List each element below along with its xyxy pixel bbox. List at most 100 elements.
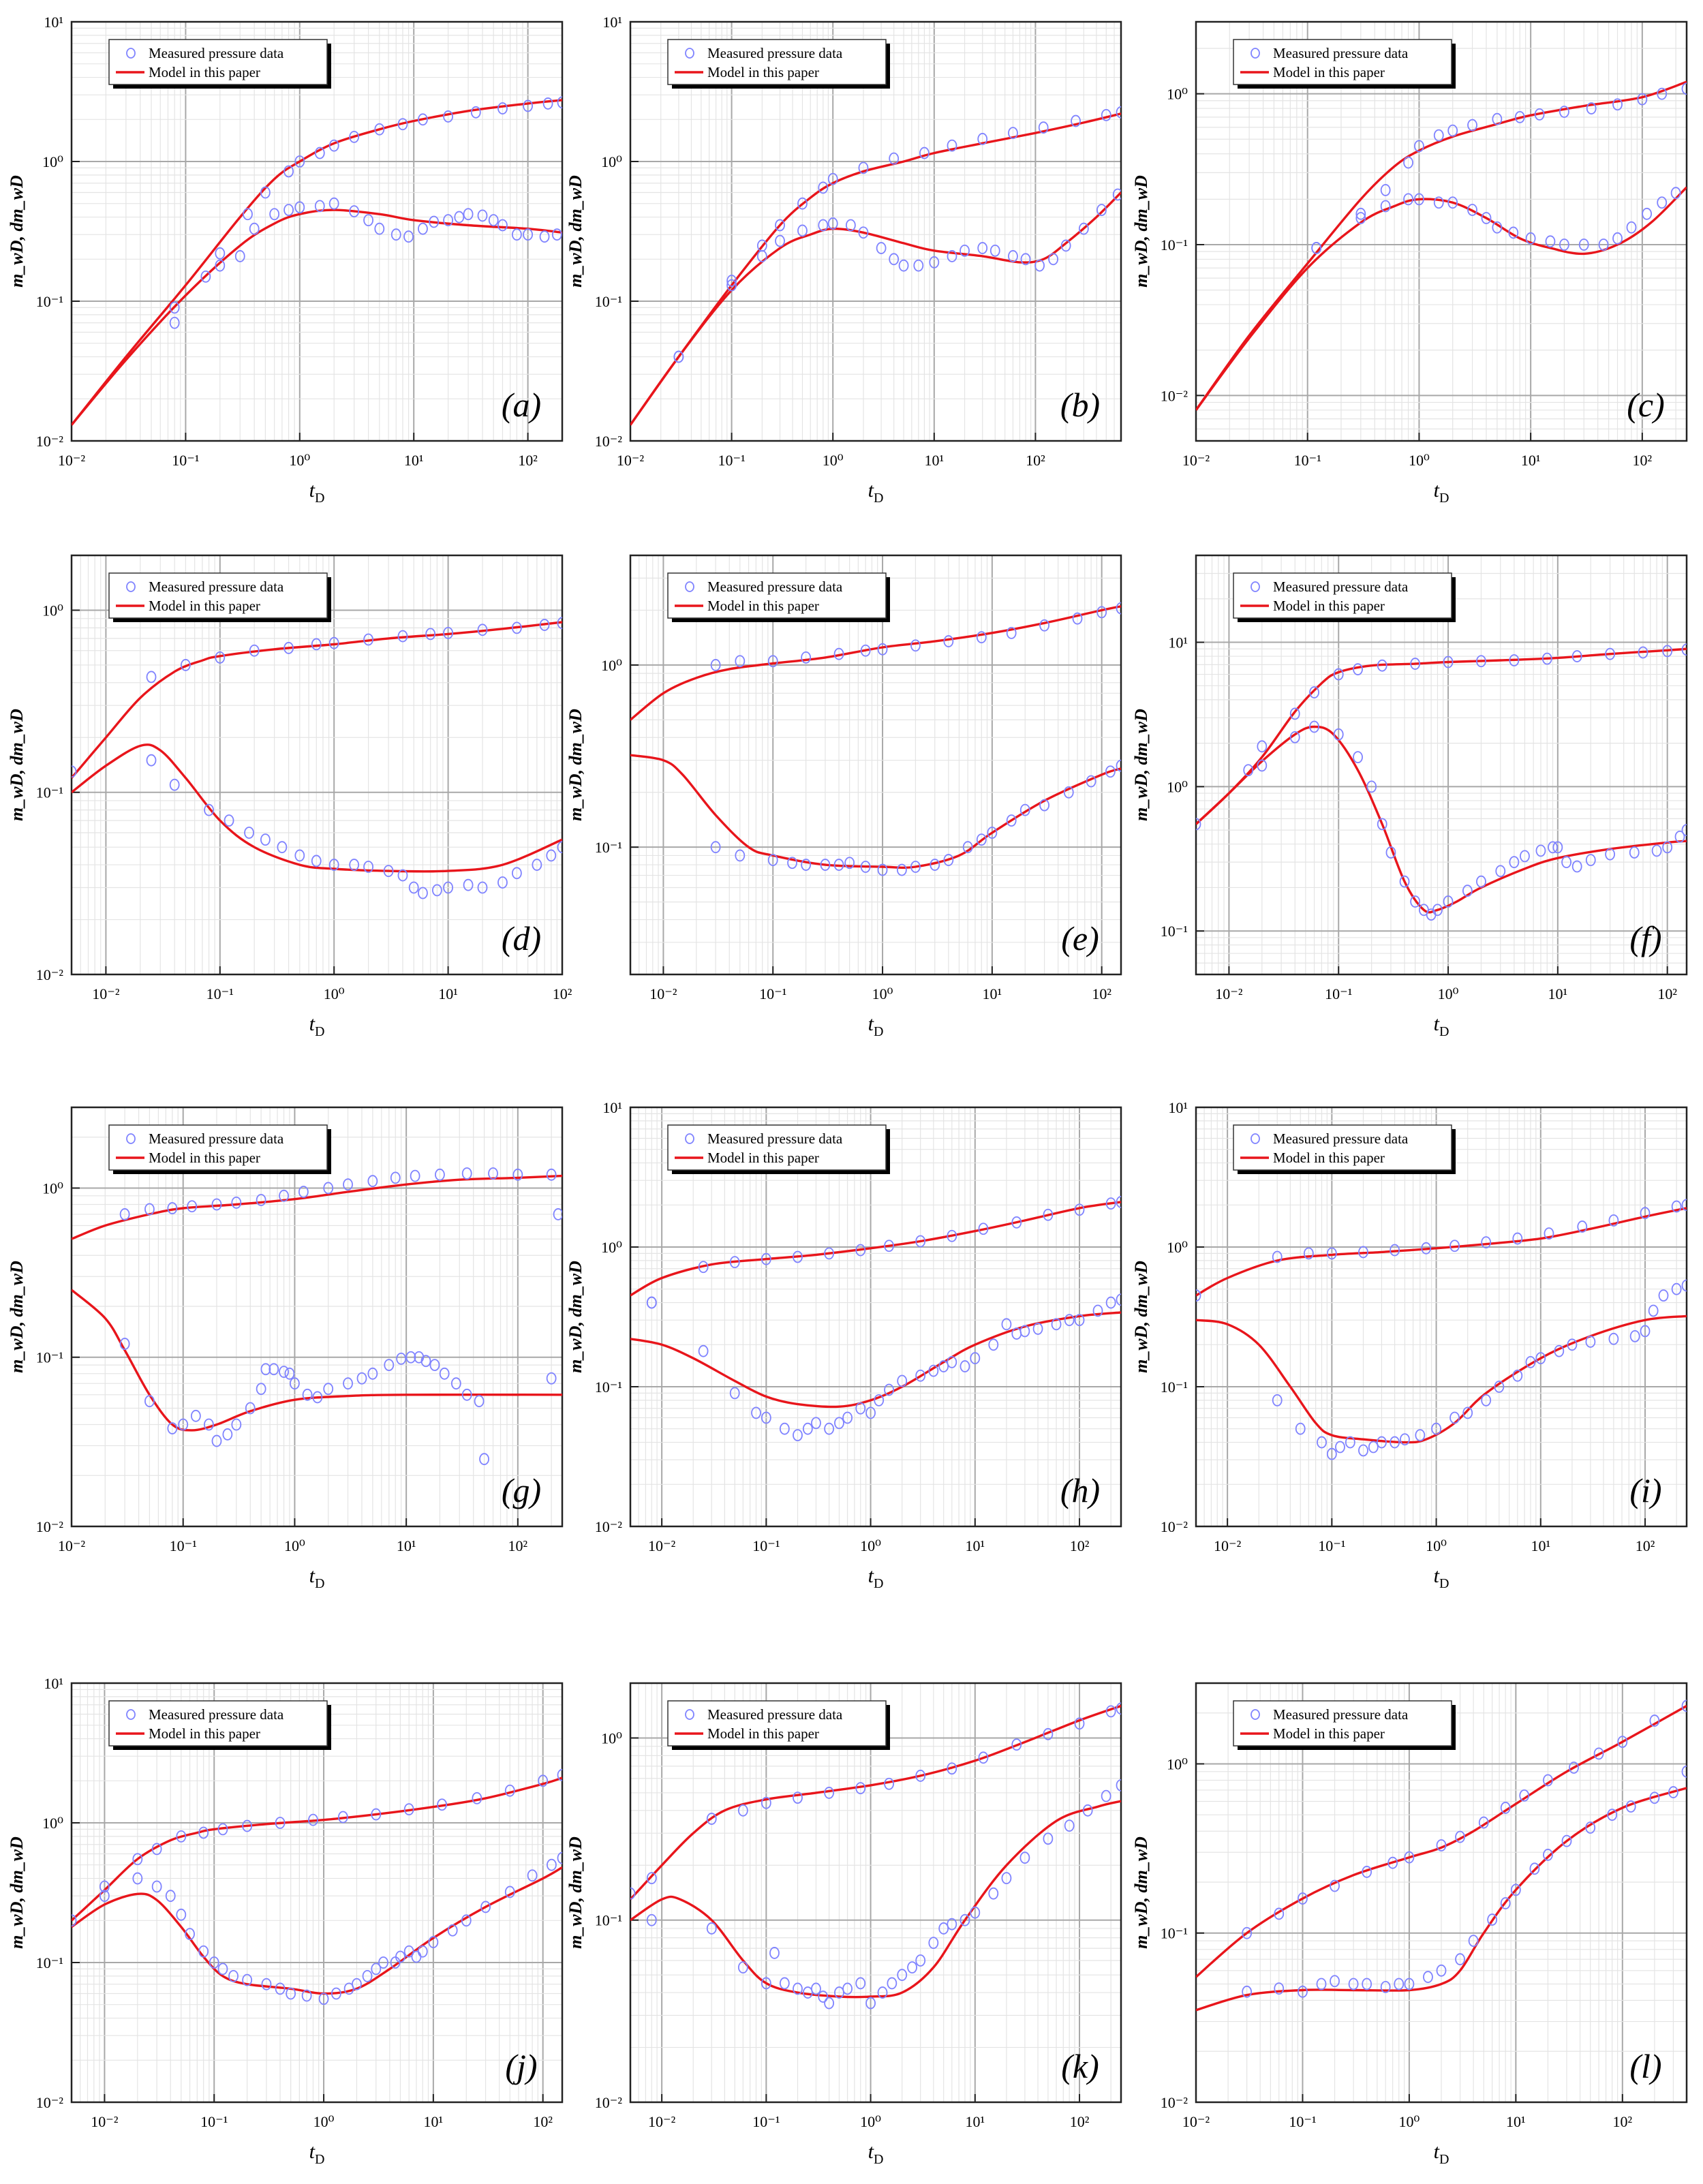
measured-point bbox=[294, 155, 305, 168]
measured-point bbox=[811, 1417, 821, 1430]
legend-measured-marker bbox=[1251, 48, 1260, 59]
measured-point bbox=[546, 1168, 557, 1181]
grid bbox=[630, 1682, 1121, 2103]
measured-point bbox=[706, 1922, 717, 1935]
model-curves bbox=[630, 1201, 1121, 1409]
measured-point bbox=[1043, 1208, 1054, 1221]
legend-measured-marker bbox=[685, 1133, 694, 1144]
measured-point bbox=[1051, 1318, 1062, 1331]
measured-point bbox=[1380, 184, 1391, 196]
measured-point bbox=[1317, 1436, 1327, 1449]
measured-point bbox=[1569, 1762, 1579, 1774]
measured-point bbox=[169, 778, 180, 791]
measured-point bbox=[929, 256, 940, 268]
measured-point bbox=[1681, 1199, 1687, 1212]
measured-point bbox=[418, 222, 428, 235]
y-tick-label: 10⁰ bbox=[42, 1180, 63, 1197]
legend-measured-label: Measured pressure data bbox=[149, 1131, 284, 1147]
measured-point bbox=[1039, 799, 1049, 812]
tick-labels: 10⁻² 10⁻¹ 10⁰ 10¹ 10² 10⁻¹ 10⁰ 10¹ bbox=[1161, 634, 1678, 1002]
legend-measured-marker bbox=[1251, 581, 1260, 592]
y-tick-label: 10¹ bbox=[1168, 1099, 1188, 1116]
y-tick-label: 10¹ bbox=[602, 14, 622, 31]
legend-model-label: Model in this paper bbox=[149, 1725, 260, 1742]
plot-frame bbox=[70, 554, 564, 976]
chart-panel-e: 10⁻² 10⁻¹ 10⁰ 10¹ 10² 10⁻¹ 10⁰ tD m_wD, dm_wD Mea… bbox=[566, 554, 1122, 1039]
measured-point bbox=[294, 849, 305, 862]
measured-point bbox=[1447, 196, 1458, 209]
measured-point bbox=[962, 841, 973, 854]
measured-point bbox=[472, 1792, 482, 1804]
y-tick-label: 10⁻¹ bbox=[595, 293, 622, 310]
measured-point bbox=[1593, 1747, 1604, 1760]
measured-point bbox=[314, 200, 325, 213]
measured-point bbox=[915, 1954, 926, 1967]
panel-label: (j) bbox=[505, 2047, 537, 2085]
measured-point bbox=[439, 1367, 450, 1380]
measured-point bbox=[737, 1804, 748, 1817]
tick-labels: 10⁻² 10⁻¹ 10⁰ 10¹ 10² 10⁻² 10⁻¹ 10⁰ bbox=[36, 602, 572, 1002]
measured-point bbox=[405, 1351, 416, 1364]
model-curve-lower bbox=[1196, 725, 1687, 914]
measured-point bbox=[425, 628, 436, 641]
measured-point bbox=[1116, 1702, 1121, 1715]
measured-point bbox=[1385, 846, 1396, 859]
measured-point bbox=[1512, 1369, 1523, 1382]
legend-measured-marker bbox=[1251, 1709, 1260, 1720]
measured-point bbox=[99, 1880, 110, 1893]
model-curve-lower bbox=[72, 1289, 562, 1432]
x-tick-label: 10⁰ bbox=[289, 452, 310, 469]
measured-point bbox=[328, 636, 339, 649]
legend-box bbox=[667, 1700, 887, 1747]
legend-box bbox=[667, 39, 887, 85]
measured-point bbox=[557, 1851, 562, 1864]
measured-point bbox=[217, 1963, 228, 1975]
legend-model-label: Model in this paper bbox=[707, 64, 819, 80]
x-tick-label: 10⁻² bbox=[648, 1537, 676, 1554]
panel-label: (h) bbox=[1060, 1471, 1100, 1509]
measured-point bbox=[298, 1186, 309, 1198]
x-tick-label: 10¹ bbox=[1521, 452, 1541, 469]
x-tick-label: 10⁻² bbox=[91, 2113, 119, 2130]
x-axis-label: tD bbox=[1434, 2140, 1449, 2167]
plot-frame bbox=[1195, 554, 1688, 976]
measured-point bbox=[1552, 841, 1563, 854]
measured-point bbox=[1289, 730, 1300, 743]
measured-point bbox=[698, 1344, 709, 1357]
measured-point bbox=[833, 859, 844, 871]
measured-point bbox=[947, 1762, 957, 1775]
measured-point bbox=[367, 1367, 378, 1380]
measured-point bbox=[1353, 663, 1363, 676]
measured-point bbox=[896, 863, 907, 876]
measured-point bbox=[323, 1383, 334, 1396]
measured-point bbox=[646, 1296, 657, 1309]
measured-point bbox=[767, 854, 778, 866]
y-tick-label: 10⁰ bbox=[42, 602, 63, 619]
chart-panel-i: 10⁻² 10⁻¹ 10⁰ 10¹ 10² 10⁻² 10⁻¹ 10⁰ 10¹ tD m_wD, d… bbox=[1131, 1099, 1688, 1591]
legend-measured-label: Measured pressure data bbox=[149, 579, 284, 595]
model-curve-upper bbox=[72, 1777, 562, 1922]
measured-point bbox=[775, 219, 785, 232]
measured-point bbox=[865, 1997, 876, 2010]
legend-measured-label: Measured pressure data bbox=[1273, 45, 1409, 61]
measured-point bbox=[910, 639, 921, 652]
measured-point bbox=[729, 1387, 740, 1400]
measured-point bbox=[1662, 841, 1673, 854]
measured-point bbox=[877, 863, 888, 876]
legend-box bbox=[108, 39, 328, 85]
panel-label: (b) bbox=[1060, 386, 1100, 424]
measured-markers bbox=[673, 106, 1121, 363]
measured-point bbox=[211, 1198, 222, 1211]
measured-point bbox=[1011, 1216, 1022, 1229]
measured-point bbox=[1001, 1318, 1012, 1331]
measured-point bbox=[824, 1247, 835, 1260]
measured-point bbox=[190, 1409, 201, 1422]
measured-point bbox=[1462, 1406, 1473, 1419]
measured-point bbox=[1577, 1220, 1588, 1233]
measured-point bbox=[1043, 1832, 1054, 1845]
measured-point bbox=[1638, 646, 1648, 659]
measured-point bbox=[1362, 1866, 1372, 1878]
measured-point bbox=[461, 1388, 472, 1401]
